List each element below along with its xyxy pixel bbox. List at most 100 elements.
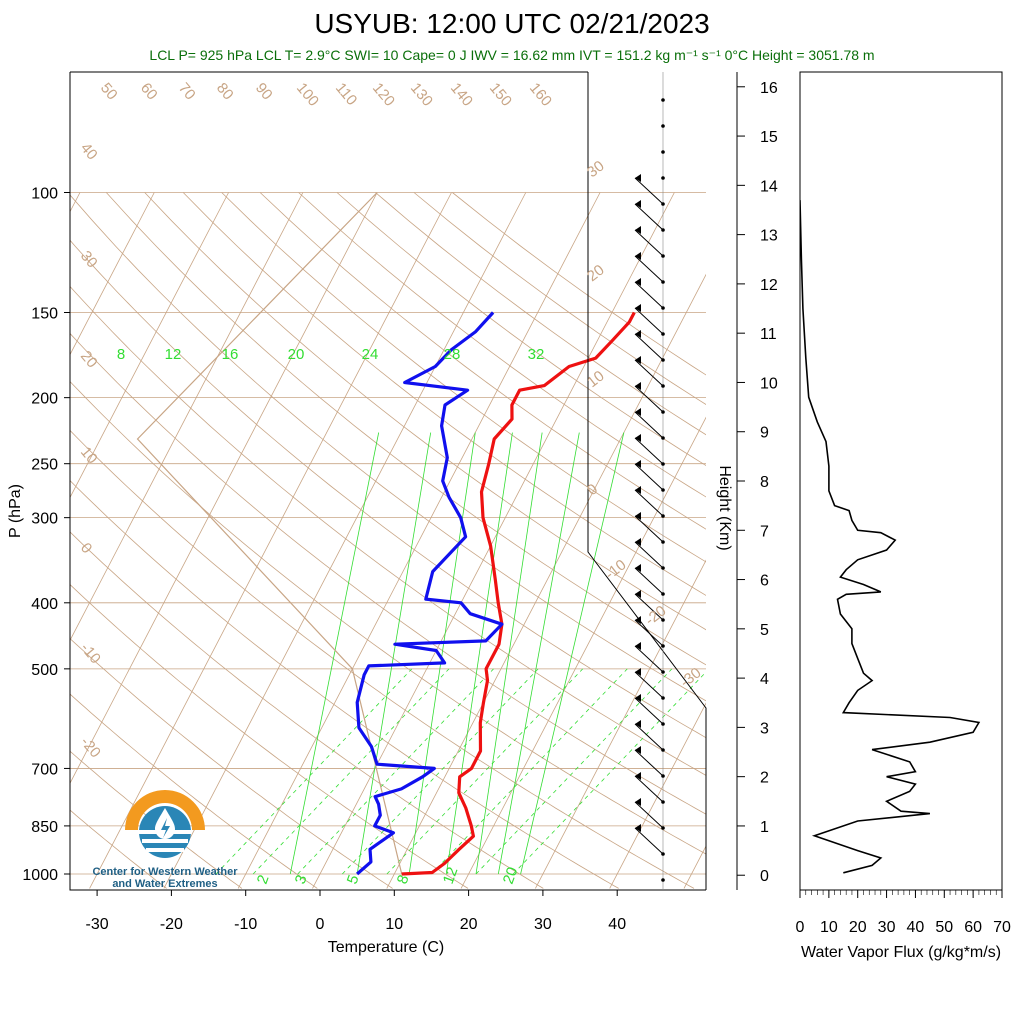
flux-x-tick-label: 40 [907,919,925,936]
mixing-ratio-dashed-line [342,668,539,875]
wind-barb [634,203,664,231]
mixing-ratio-line [408,432,476,875]
isotherm-label: 140 [447,80,476,110]
isotherm-label: 70 [175,80,199,104]
height-tick-label: 10 [760,375,778,392]
dry-adiabat-line [182,192,706,596]
y-tick-label: 1000 [22,867,58,884]
wind-barb [634,801,664,829]
wind-barb-flag [635,512,641,520]
isotherm-label: -20 [77,734,104,762]
flux-x-tick-label: 20 [849,919,867,936]
wind-barb-flag [635,616,641,624]
wind-barb-flag [635,200,641,208]
wind-barb-flag [635,824,641,832]
x-axis-label: Temperature (C) [328,939,444,956]
isotherm-line [70,192,378,785]
height-tick-label: 11 [760,326,777,343]
dry-adiabat-line [70,239,706,739]
mixing-ratio-label: 8 [117,346,125,363]
wind-barb [634,177,664,205]
dry-adiabat-line [70,194,706,702]
wind-barb-flag [635,668,641,676]
isotherm-label: 100 [293,80,322,110]
isotherm-label: 80 [213,80,237,104]
wind-barb [634,359,664,387]
isotherm-line [758,193,1024,889]
x-tick-label: -10 [234,916,257,933]
flux-x-tick-label: 30 [878,919,896,936]
skewt-series [355,311,636,876]
wind-barb-flag [635,434,641,442]
flux-x-tick-label: 50 [935,919,953,936]
right-isotherm-label: 10 [584,367,608,391]
mixing-ratio-label: 12 [165,346,182,363]
wind-barb-flag [635,486,641,494]
y-tick-label: 850 [31,819,58,836]
wind-barb-flag [635,590,641,598]
isotherm-line [609,702,706,889]
mixing-ratio-label: 28 [444,346,461,363]
logo-text-line2: and Water Extremes [112,878,218,890]
wind-barb [634,645,664,673]
dry-adiabat-line [70,380,706,855]
water-vapor-flux-line [800,200,981,874]
dry-adiabat-line [70,693,318,889]
skewt-right-boundary-line [587,72,707,890]
dry-adiabat-line [70,480,619,889]
y-tick-label: 150 [31,306,58,323]
wind-barb [634,307,664,335]
wind-barb-flag [635,720,641,728]
flux-series-group [800,200,981,874]
isotherm-line [386,273,706,889]
wind-barbs [634,72,665,890]
height-tick-label: 9 [760,425,769,442]
wind-barb [634,255,664,283]
y-axis-label: P (hPa) [7,484,24,538]
height-tick-label: 5 [760,622,769,639]
mixing-ratio-line [289,432,380,875]
wind-barb-flag [635,278,641,286]
wind-barb-flag [635,460,641,468]
isotherm-line [70,192,229,499]
mixing-ratio-dashed-line [512,671,706,875]
wind-barb [634,697,664,725]
dry-adiabat-line [70,332,706,815]
isotherm-label: 60 [137,80,161,104]
isotherm-label: 110 [332,80,360,109]
y-tick-label: 500 [31,662,58,679]
dewpoint-profile-line [355,311,504,876]
wind-barb [634,515,664,543]
flux-frame [799,71,1003,891]
dry-adiabat-line [70,285,706,776]
right-isotherm-label: -30 [677,664,705,691]
wind-barb-flag [635,642,641,650]
parcel-trace-line [136,192,403,875]
mixing-ratio-line [475,432,543,875]
dry-adiabat-line [375,192,706,436]
mixing-ratio-dashed-line [431,668,628,875]
isotherm-label: 30 [77,248,101,272]
chart-title: USYUB: 12:00 UTC 02/21/2023 [314,8,710,39]
dry-adiabat-line [259,192,706,530]
wind-barb-flag [635,564,641,572]
height-tick-label: 4 [760,671,769,688]
right-isotherm-label: 0 [584,481,601,500]
barb-dot [661,98,665,102]
x-tick-label: 10 [385,916,403,933]
right-isotherm-label: 30 [584,157,608,181]
mixing-ratio-label: 32 [528,346,545,363]
y-tick-label: 100 [31,186,58,203]
height-tick-label: 1 [760,819,769,836]
isotherm-line [0,193,6,889]
wind-barb-flag [635,356,641,364]
height-tick-label: 8 [760,474,769,491]
wind-barb [634,827,664,855]
mixing-ratio-line [520,432,625,875]
dry-adiabat-line [70,531,544,889]
isotherm-line [70,192,81,213]
isotherm-line [683,845,706,889]
wind-barb [634,437,664,465]
dry-adiabat-line [106,192,706,666]
